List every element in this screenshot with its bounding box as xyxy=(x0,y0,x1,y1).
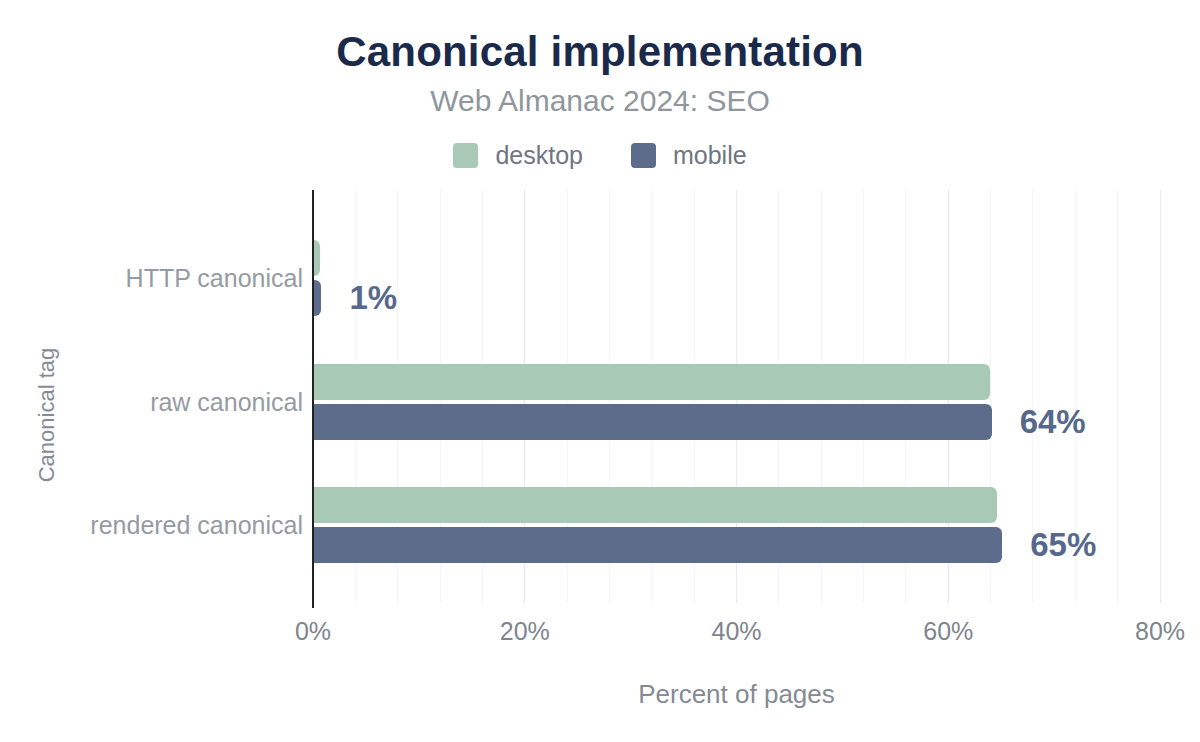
x-tick-label: 0% xyxy=(295,617,331,646)
bar-mobile xyxy=(313,404,992,440)
value-label: 64% xyxy=(1020,403,1086,441)
category-label: HTTP canonical xyxy=(0,264,303,293)
value-label: 65% xyxy=(1030,526,1096,564)
x-tick-label: 20% xyxy=(500,617,550,646)
chart: Canonical implementation Web Almanac 202… xyxy=(0,0,1200,742)
x-tick-label: 40% xyxy=(711,617,761,646)
bar-desktop xyxy=(313,487,997,523)
plot-area: HTTP canonical1%raw canonical64%rendered… xyxy=(0,0,1200,742)
x-tick-label: 80% xyxy=(1135,617,1185,646)
bar-mobile xyxy=(313,280,321,316)
bar-desktop xyxy=(313,364,990,400)
bar-desktop xyxy=(313,240,320,276)
value-label: 1% xyxy=(349,279,397,317)
y-axis-title-text: Canonical tag xyxy=(34,348,59,483)
y-axis-title: Canonical tag xyxy=(34,348,60,483)
major-gridline xyxy=(1160,190,1161,603)
category-label: rendered canonical xyxy=(0,511,303,540)
x-tick-label: 60% xyxy=(923,617,973,646)
x-axis-title: Percent of pages xyxy=(313,679,1160,710)
y-axis-line xyxy=(312,190,314,608)
minor-gridline xyxy=(1117,190,1118,603)
bar-mobile xyxy=(313,527,1002,563)
